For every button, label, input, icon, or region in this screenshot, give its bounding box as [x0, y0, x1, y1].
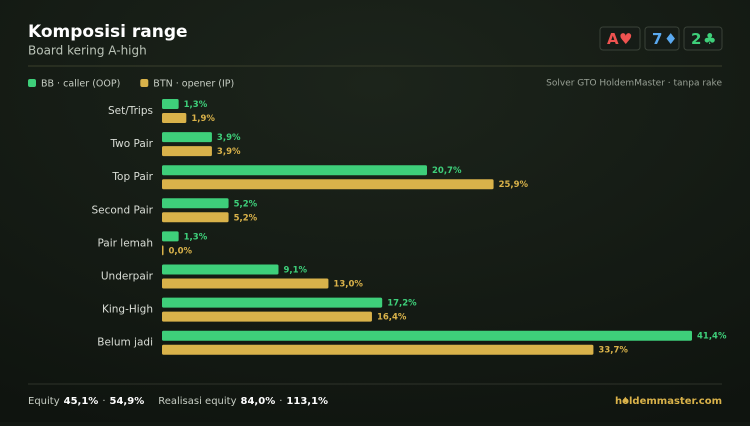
category-label: Underpair	[101, 271, 154, 283]
legend-label: BTN · opener (IP)	[153, 79, 234, 90]
card	[683, 26, 723, 51]
bar	[162, 132, 212, 143]
footer-value: 45,1%	[64, 396, 99, 407]
value-label: 20,7%	[432, 166, 462, 176]
footer-label: Equity	[28, 396, 60, 407]
value-label: 1,9%	[191, 114, 215, 124]
value-label: 13,0%	[333, 280, 363, 290]
value-label: 5,2%	[234, 213, 258, 223]
value-label: 16,4%	[377, 313, 407, 323]
brand-icon: ♠	[621, 396, 630, 407]
value-label: 25,9%	[499, 180, 529, 190]
value-label: 1,3%	[184, 232, 208, 242]
card-rank: 2	[691, 30, 701, 48]
card-suit: ♣	[703, 30, 716, 48]
category-label: Set/Trips	[108, 105, 153, 117]
bar	[162, 212, 229, 223]
legend-label: BB · caller (OOP)	[41, 79, 120, 90]
value-label: 9,1%	[283, 266, 307, 276]
chart-subtitle: Board kering A-high	[28, 44, 147, 58]
category-label: Two Pair	[109, 138, 153, 150]
bar	[162, 264, 279, 275]
card-rank: A	[607, 30, 619, 48]
value-label: 33,7%	[598, 346, 628, 356]
footer-value: 113,1%	[286, 396, 328, 407]
footer-label: Realisasi equity	[158, 396, 236, 407]
bar	[162, 165, 427, 176]
card-suit: ♥	[619, 30, 632, 48]
footer-value: 84,0%	[241, 396, 276, 407]
category-label: Top Pair	[111, 171, 153, 183]
value-label: 3,9%	[217, 133, 241, 143]
source-note: Solver GTO HoldemMaster · tanpa rake	[546, 79, 722, 89]
value-label: 0,0%	[169, 246, 193, 256]
bar	[162, 146, 212, 157]
bar	[162, 297, 383, 308]
value-label: 17,2%	[387, 299, 417, 309]
bar	[162, 278, 329, 289]
footer-value: 54,9%	[110, 396, 145, 407]
bar	[162, 198, 229, 209]
value-label: 1,3%	[184, 100, 208, 110]
bar	[162, 179, 494, 190]
category-label: Belum jadi	[97, 337, 153, 349]
legend-swatch	[140, 79, 149, 87]
bar	[162, 231, 179, 242]
bar	[162, 113, 187, 123]
footer-text: Equity 45,1% · 54,9% Realisasi equity 84,0% · 1…	[28, 396, 328, 407]
bar	[162, 344, 594, 355]
value-label: 3,9%	[217, 147, 241, 157]
footer-separator: ·	[279, 396, 282, 407]
bar	[162, 330, 692, 341]
bar	[162, 99, 179, 109]
legend-swatch	[28, 79, 36, 87]
card	[644, 26, 680, 51]
category-label: King-High	[102, 304, 153, 316]
value-label: 5,2%	[234, 199, 258, 209]
brand: holdemmaster.com	[615, 396, 722, 407]
footer-separator: ·	[102, 396, 105, 407]
bar	[162, 311, 372, 322]
bar	[162, 245, 164, 256]
category-label: Pair lemah	[97, 237, 153, 249]
chart-title: Komposisi range	[28, 22, 188, 42]
card-suit: ♦	[664, 30, 677, 48]
card-rank: 7	[652, 30, 662, 48]
category-label: Second Pair	[91, 204, 153, 216]
value-label: 41,4%	[697, 332, 727, 342]
card	[599, 26, 641, 51]
